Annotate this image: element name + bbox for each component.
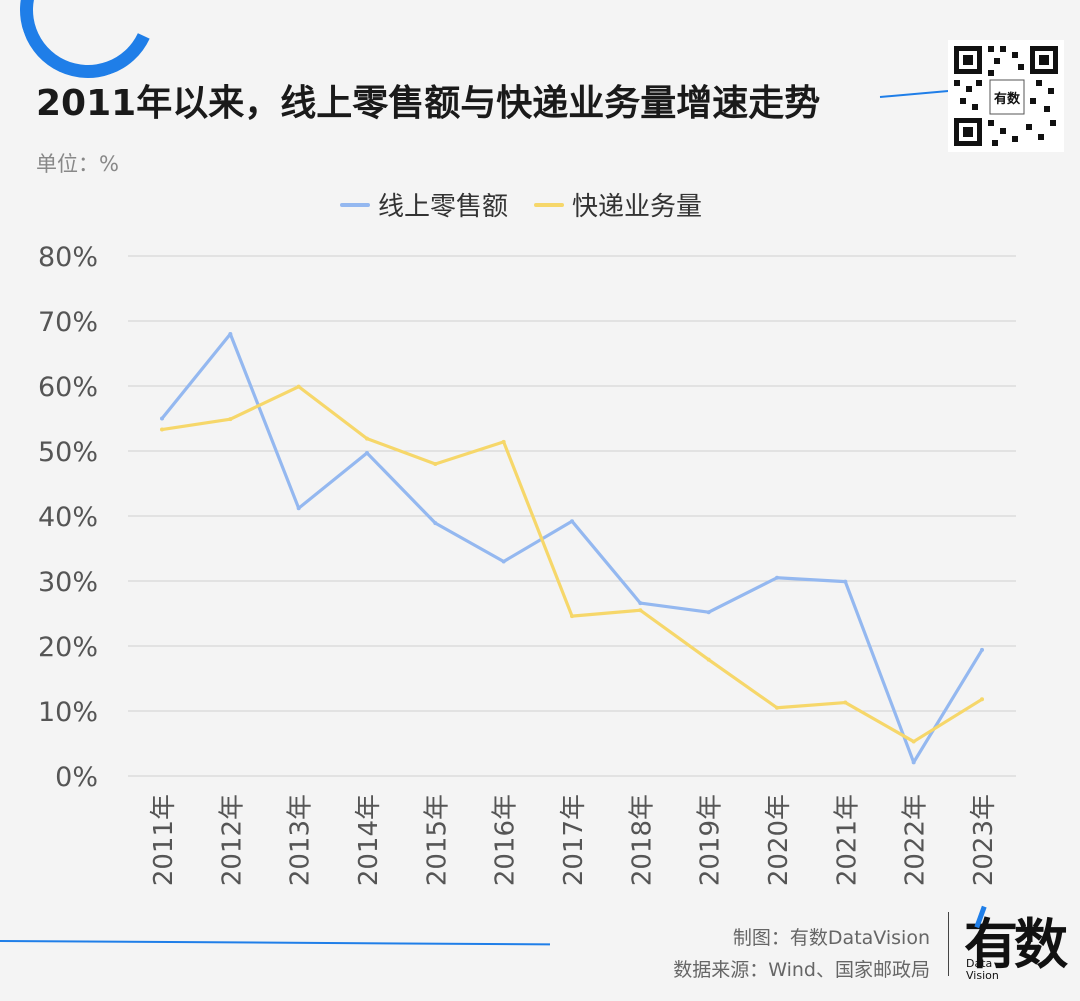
y-axis-ticks: 0% 10% 20% 30% 40% 50% 60% 70% 80% — [38, 242, 98, 793]
qr-code-graphic: 有数 — [954, 46, 1058, 146]
source-text: 数据来源：Wind、国家邮政局 — [673, 959, 930, 981]
x-tick-label: 2020年 — [764, 794, 794, 886]
data-point — [638, 608, 643, 613]
data-point — [843, 700, 848, 705]
series-layer — [160, 332, 984, 765]
data-point — [296, 506, 301, 511]
grid-layer — [128, 255, 1016, 777]
data-point — [228, 332, 233, 336]
data-point — [365, 436, 369, 441]
data-point — [843, 579, 848, 584]
data-point — [775, 575, 779, 580]
data-point — [706, 610, 711, 615]
data-point — [365, 450, 369, 455]
data-point — [911, 739, 916, 744]
qr-center-label: 有数 — [994, 91, 1021, 107]
data-point — [980, 697, 984, 702]
y-tick-label: 10% — [38, 697, 98, 728]
data-point — [433, 462, 438, 466]
series-line-online-retail — [160, 332, 984, 764]
data-point — [501, 559, 506, 564]
data-point — [296, 384, 301, 389]
y-tick-label: 70% — [38, 307, 98, 338]
x-tick-label: 2011年 — [149, 794, 179, 886]
x-axis-ticks: 2011年 2012年 2013年 2014年 2015年 2016年 2017年 2018年… — [149, 794, 999, 886]
legend-item-express-volume: 快递业务量 — [534, 186, 702, 223]
x-tick-label: 2012年 — [217, 794, 247, 886]
data-point — [775, 705, 779, 710]
x-tick-label: 2014年 — [354, 794, 384, 886]
y-tick-label: 20% — [38, 632, 98, 663]
data-point — [638, 601, 643, 606]
credits: 制图：有数DataVision 数据来源：Wind、国家邮政局 — [673, 922, 930, 986]
x-tick-label: 2023年 — [969, 794, 999, 886]
x-tick-label: 2013年 — [286, 794, 316, 886]
data-point — [911, 760, 916, 765]
legend-label-express-volume: 快递业务量 — [572, 192, 703, 222]
data-point — [160, 427, 164, 432]
y-tick-label: 40% — [38, 502, 98, 533]
data-point — [501, 439, 506, 444]
legend-item-online-retail: 线上零售额 — [340, 186, 508, 223]
data-point — [228, 417, 233, 422]
chart-title: 2011年以来，线上零售额与快递业务量增速走势 — [36, 83, 821, 124]
x-tick-label: 2022年 — [901, 794, 931, 886]
legend-swatch-online-retail — [340, 202, 370, 207]
x-tick-label: 2017年 — [559, 794, 589, 886]
series-line-express-volume — [160, 385, 984, 744]
legend-label-online-retail: 线上零售额 — [378, 192, 509, 222]
unit-label: 单位：% — [36, 152, 119, 176]
data-point — [160, 416, 164, 421]
y-tick-label: 30% — [38, 567, 98, 598]
data-point — [980, 647, 984, 652]
x-tick-label: 2015年 — [422, 794, 452, 886]
data-point — [433, 521, 438, 526]
footer-divider — [948, 912, 949, 976]
y-tick-label: 0% — [55, 762, 98, 793]
x-tick-label: 2016年 — [491, 794, 521, 886]
x-tick-label: 2021年 — [832, 794, 862, 886]
y-tick-label: 80% — [38, 242, 98, 273]
qr-code: 有数 — [948, 40, 1064, 152]
made-by-text: 制图：有数DataVision — [732, 927, 930, 949]
y-tick-label: 60% — [38, 372, 98, 403]
brand-sub-data: Data — [966, 957, 993, 970]
brand-logo: 有数 Data Vision — [960, 900, 1068, 990]
brand-sub-vision: Vision — [966, 969, 999, 982]
y-tick-label: 50% — [38, 437, 98, 468]
data-point — [570, 614, 574, 619]
legend: 线上零售额 快递业务量 — [340, 186, 728, 223]
x-tick-label: 2018年 — [627, 794, 657, 886]
data-point — [706, 657, 711, 662]
x-tick-label: 2019年 — [696, 794, 726, 886]
brand-logo-subtext: Data Vision — [966, 958, 999, 982]
brand-logo-text: 有数 — [964, 913, 1068, 976]
data-point — [570, 519, 574, 524]
legend-swatch-express-volume — [534, 202, 565, 207]
